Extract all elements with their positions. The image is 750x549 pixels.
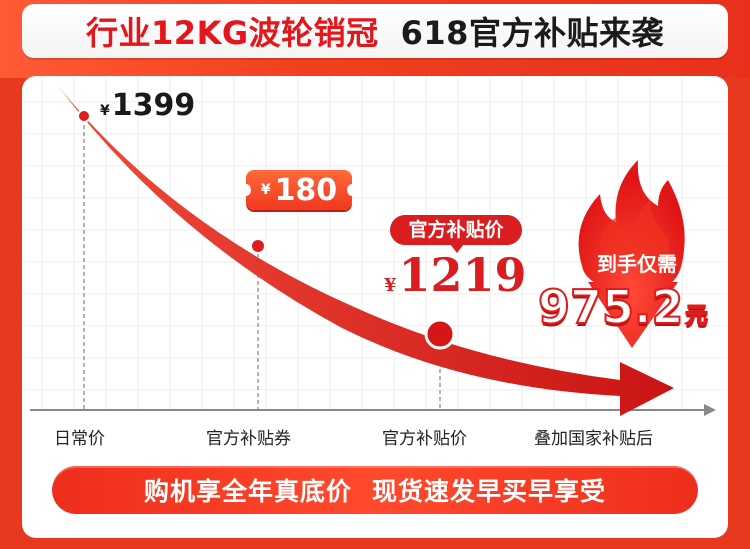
banner-right-text: 618官方补贴来袭 [400,14,664,52]
official-price-value: 1219 [398,248,527,302]
final-price-label: 975.2元 [537,279,709,335]
top-banner: 行业12KG波轮销冠 618官方补贴来袭 [22,4,728,58]
axis-label-coupon: 官方补贴券 [206,429,291,449]
coupon-ticket-icon: ¥180 [241,170,357,210]
final-price-unit: 元 [685,303,709,330]
slogan-bar: 购机享全年真底价 现货速发早买早享受 [52,466,698,514]
final-price-tag: 到手仅需 [597,252,677,276]
daily-price-label: ¥1399 [100,88,195,123]
axis-label-official: 官方补贴价 [382,429,467,449]
point-official [424,318,456,350]
point-daily [77,109,91,123]
price-curve-chart [30,86,716,416]
point-coupon [250,238,266,254]
coupon-currency-symbol: ¥ [260,182,271,198]
axis-label-daily: 日常价 [54,429,105,449]
dashed-guides [83,118,441,410]
banner-left-text: 行业12KG波轮销冠 [86,14,379,52]
price-chart-card: ¥1399 ¥180 官方补贴价 ¥1219 到手仅需 975.2元 日常价 官… [22,76,728,538]
coupon-value: 180 [274,172,338,208]
flame-icon [578,160,685,348]
final-price-value: 975.2 [537,279,685,335]
slogan-part2: 现货速发早买早享受 [372,477,607,506]
currency-symbol: ¥ [100,103,110,119]
slogan-part1: 购机享全年真底价 [143,477,352,506]
arrow-icon [58,86,674,416]
official-price-tag: 官方补贴价 [390,215,522,253]
daily-price-value: 1399 [111,88,196,123]
axis-label-national-subsidy: 叠加国家补贴后 [534,429,653,449]
axis-arrow-icon [704,404,716,416]
official-price-label: ¥1219 [384,248,527,302]
official-currency-symbol: ¥ [384,275,397,296]
